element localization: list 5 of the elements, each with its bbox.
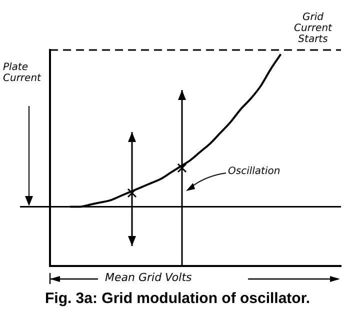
x-axis-title: Mean Grid Volts <box>105 271 192 284</box>
annotation: Oscillation <box>228 166 280 177</box>
ref-line-label: Grid Current Starts <box>293 12 334 45</box>
y-axis-title: Plate Current <box>3 62 42 84</box>
text: Fig. 3a: Grid modulation of oscillator. <box>44 290 312 307</box>
